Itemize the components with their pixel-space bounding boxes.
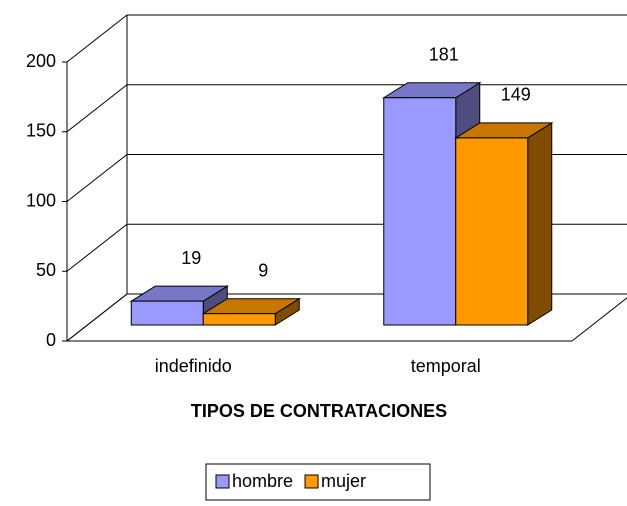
x-tick-label: indefinido [155,356,232,376]
grid-line [66,84,128,133]
data-label: 9 [258,260,268,280]
data-label: 19 [181,248,201,268]
bar-side [527,122,553,326]
x-axis-title: TIPOS DE CONTRATACIONES [191,401,447,421]
floor-edge [571,297,627,342]
legend-label: hombre [232,471,293,491]
bar [202,313,276,326]
legend-swatch [304,474,319,489]
grid-line [66,223,128,272]
legend-label: mujer [321,471,366,491]
y-tick-label: 50 [36,260,56,280]
data-label: 181 [429,45,459,65]
bar [130,300,204,326]
grid-line [66,154,128,202]
y-tick-label: 100 [26,190,56,210]
grid-line [66,293,128,342]
legend-swatch [215,474,230,489]
bar [383,97,457,326]
y-tick-label: 150 [26,121,56,141]
bar [455,137,529,326]
y-tick-label: 200 [26,51,56,71]
y-tick-label: 0 [46,330,56,350]
grid-line [66,14,128,63]
x-tick-label: temporal [411,356,481,376]
data-label: 149 [501,85,531,105]
